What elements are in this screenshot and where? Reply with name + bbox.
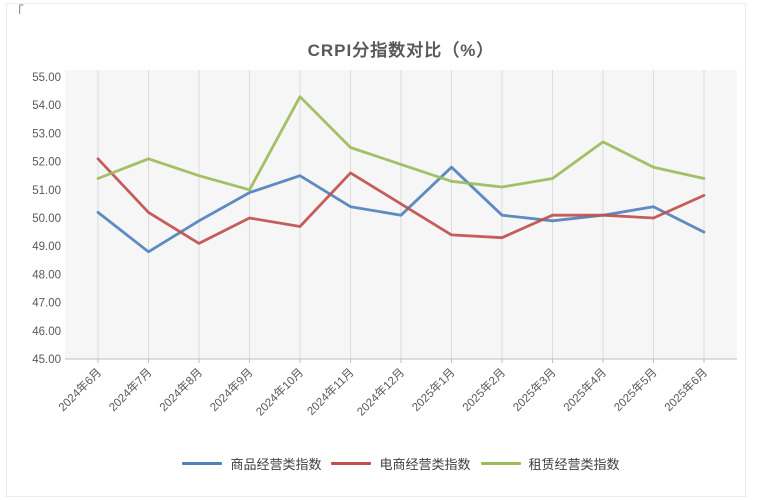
legend-line-swatch (182, 461, 223, 465)
y-tick-label: 51.00 (32, 185, 61, 197)
y-tick-label: 53.00 (32, 128, 61, 140)
x-tick-label: 2024年7月 (106, 365, 155, 414)
x-tick-label: 2024年11月 (304, 365, 357, 418)
y-tick-label: 54.00 (32, 100, 61, 112)
series-line-2 (96, 95, 706, 192)
x-tick-label: 2024年9月 (207, 365, 256, 414)
x-tick-label: 2025年1月 (409, 365, 458, 414)
y-tick-label: 46.00 (32, 326, 61, 338)
x-tick-label: 2025年6月 (661, 365, 710, 414)
legend-label: 租赁经营类指数 (528, 456, 620, 472)
legend-item-2: 租赁经营类指数 (480, 454, 620, 473)
x-tick-label: 2024年12月 (354, 365, 407, 418)
x-tick-label: 2025年3月 (510, 365, 559, 414)
legend-item-1: 电商经营类指数 (331, 454, 471, 473)
x-tick-label: 2024年6月 (55, 365, 104, 414)
legend-item-0: 商品经营类指数 (182, 454, 321, 473)
legend-line-swatch (480, 461, 521, 465)
series-line-1 (96, 157, 706, 245)
y-tick-label: 48.00 (32, 269, 61, 281)
y-tick-label: 45.00 (32, 354, 61, 366)
corner-mark: 「 (10, 4, 24, 20)
y-tick-label: 47.00 (32, 298, 61, 310)
legend-label: 商品经营类指数 (230, 456, 322, 472)
y-tick-label: 55.00 (32, 72, 61, 84)
y-tick-label: 50.00 (32, 213, 61, 225)
x-tick-label: 2024年8月 (156, 365, 205, 414)
chart-legend: 商品经营类指数 电商经营类指数 租赁经营类指数 (65, 450, 737, 476)
x-tick-label: 2025年4月 (560, 365, 609, 414)
x-tick-label: 2024年10月 (253, 365, 306, 418)
legend-line-swatch (331, 461, 372, 465)
chart-title: CRPI分指数对比（%） (307, 41, 495, 60)
x-tick-label: 2025年2月 (459, 365, 508, 414)
x-tick-label: 2025年5月 (611, 365, 660, 414)
y-tick-label: 52.00 (32, 157, 61, 169)
y-tick-label: 49.00 (32, 241, 61, 253)
legend-label: 电商经营类指数 (379, 456, 471, 472)
